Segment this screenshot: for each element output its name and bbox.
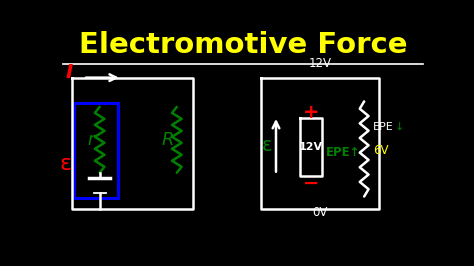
Text: EPE↑: EPE↑ (326, 146, 360, 159)
Text: −: − (303, 174, 319, 193)
Text: 12V: 12V (309, 57, 332, 70)
Text: +: + (302, 103, 319, 122)
Bar (74, 103, 118, 198)
Text: EPE: EPE (374, 122, 394, 132)
Text: ↓: ↓ (395, 122, 404, 132)
Text: r: r (87, 131, 94, 149)
Text: 12V: 12V (299, 142, 323, 152)
Text: 0V: 0V (312, 206, 328, 219)
Text: R: R (161, 131, 174, 149)
Text: ε: ε (262, 136, 272, 155)
Text: I: I (66, 63, 73, 82)
Text: Electromotive Force: Electromotive Force (79, 31, 407, 59)
Text: ε: ε (60, 153, 72, 174)
Text: 6V: 6V (374, 144, 389, 157)
